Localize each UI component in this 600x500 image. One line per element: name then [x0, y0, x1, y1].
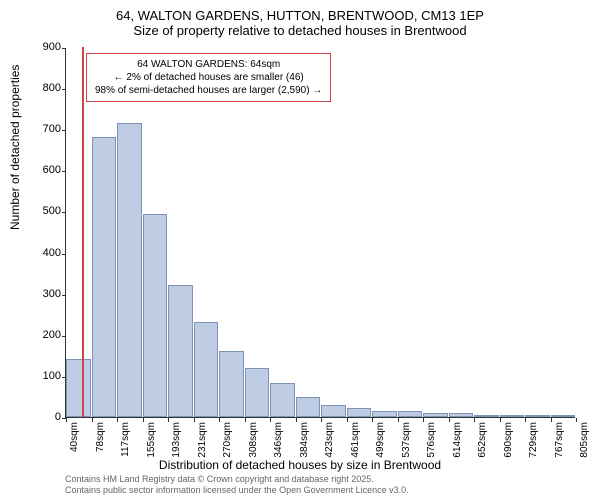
x-tick-label: 461sqm — [350, 422, 361, 458]
histogram-bar — [449, 413, 474, 417]
x-tick-label: 308sqm — [248, 422, 259, 458]
x-tick-label: 805sqm — [579, 422, 590, 458]
histogram-bar — [168, 285, 193, 417]
x-tick-mark — [219, 418, 220, 422]
histogram-bar — [525, 415, 550, 417]
x-tick-mark — [321, 418, 322, 422]
x-tick-label: 40sqm — [69, 422, 80, 452]
y-tick-mark — [62, 171, 66, 172]
x-tick-mark — [474, 418, 475, 422]
x-tick-label: 270sqm — [222, 422, 233, 458]
histogram-bar — [474, 415, 499, 417]
y-tick-mark — [62, 89, 66, 90]
histogram-bar — [194, 322, 219, 417]
footer-text: Contains HM Land Registry data © Crown c… — [65, 474, 409, 496]
x-tick-mark — [117, 418, 118, 422]
x-tick-label: 155sqm — [146, 422, 157, 458]
y-axis-label: Number of detached properties — [8, 65, 22, 230]
histogram-bar — [92, 137, 117, 417]
x-tick-label: 193sqm — [171, 422, 182, 458]
histogram-bar — [551, 415, 576, 417]
histogram-bar — [219, 351, 244, 417]
x-tick-mark — [449, 418, 450, 422]
x-tick-mark — [245, 418, 246, 422]
x-tick-mark — [143, 418, 144, 422]
x-tick-label: 729sqm — [528, 422, 539, 458]
chart-plot-area: 64 WALTON GARDENS: 64sqm ← 2% of detache… — [65, 48, 575, 418]
x-tick-mark — [347, 418, 348, 422]
x-tick-label: 690sqm — [503, 422, 514, 458]
histogram-bar — [398, 411, 423, 417]
callout-line2: ← 2% of detached houses are smaller (46) — [95, 71, 322, 84]
x-tick-mark — [66, 418, 67, 422]
x-tick-mark — [500, 418, 501, 422]
x-tick-label: 117sqm — [120, 422, 131, 457]
y-tick-mark — [62, 130, 66, 131]
x-tick-label: 537sqm — [401, 422, 412, 458]
x-tick-label: 384sqm — [299, 422, 310, 458]
footer-line2: Contains public sector information licen… — [65, 485, 409, 496]
chart-subtitle: Size of property relative to detached ho… — [0, 23, 600, 42]
x-tick-label: 78sqm — [95, 422, 106, 452]
callout-line1: 64 WALTON GARDENS: 64sqm — [95, 58, 322, 71]
x-tick-mark — [551, 418, 552, 422]
histogram-bar — [423, 413, 448, 417]
x-tick-mark — [270, 418, 271, 422]
x-tick-mark — [423, 418, 424, 422]
x-tick-label: 767sqm — [554, 422, 565, 458]
histogram-bar — [347, 408, 372, 417]
x-tick-mark — [525, 418, 526, 422]
x-tick-mark — [576, 418, 577, 422]
x-tick-label: 499sqm — [375, 422, 386, 458]
histogram-bar — [296, 397, 321, 417]
y-tick-mark — [62, 48, 66, 49]
histogram-bar — [321, 405, 346, 417]
x-tick-label: 614sqm — [452, 422, 463, 458]
footer-line1: Contains HM Land Registry data © Crown c… — [65, 474, 409, 485]
histogram-bar — [500, 415, 525, 417]
y-tick-mark — [62, 254, 66, 255]
callout-line3: 98% of semi-detached houses are larger (… — [95, 84, 322, 97]
y-tick-label: 900 — [43, 41, 66, 53]
marker-line — [82, 47, 84, 417]
x-tick-label: 652sqm — [477, 422, 488, 458]
x-tick-mark — [194, 418, 195, 422]
y-tick-mark — [62, 377, 66, 378]
x-tick-mark — [372, 418, 373, 422]
y-tick-label: 0 — [55, 411, 66, 423]
x-tick-label: 423sqm — [324, 422, 335, 458]
x-tick-mark — [168, 418, 169, 422]
histogram-bar — [372, 411, 397, 417]
y-tick-mark — [62, 295, 66, 296]
chart-title: 64, WALTON GARDENS, HUTTON, BRENTWOOD, C… — [0, 0, 600, 23]
histogram-bar — [66, 359, 91, 417]
x-tick-mark — [398, 418, 399, 422]
y-tick-mark — [62, 212, 66, 213]
histogram-bar — [245, 368, 270, 417]
callout-box: 64 WALTON GARDENS: 64sqm ← 2% of detache… — [86, 53, 331, 102]
y-tick-mark — [62, 336, 66, 337]
x-tick-mark — [296, 418, 297, 422]
x-tick-mark — [92, 418, 93, 422]
x-axis-label: Distribution of detached houses by size … — [0, 458, 600, 472]
bars-container — [66, 48, 575, 417]
histogram-bar — [270, 383, 295, 417]
histogram-bar — [143, 214, 168, 418]
histogram-bar — [117, 123, 142, 417]
x-tick-label: 346sqm — [273, 422, 284, 458]
x-tick-label: 231sqm — [197, 422, 208, 458]
x-tick-label: 576sqm — [426, 422, 437, 458]
